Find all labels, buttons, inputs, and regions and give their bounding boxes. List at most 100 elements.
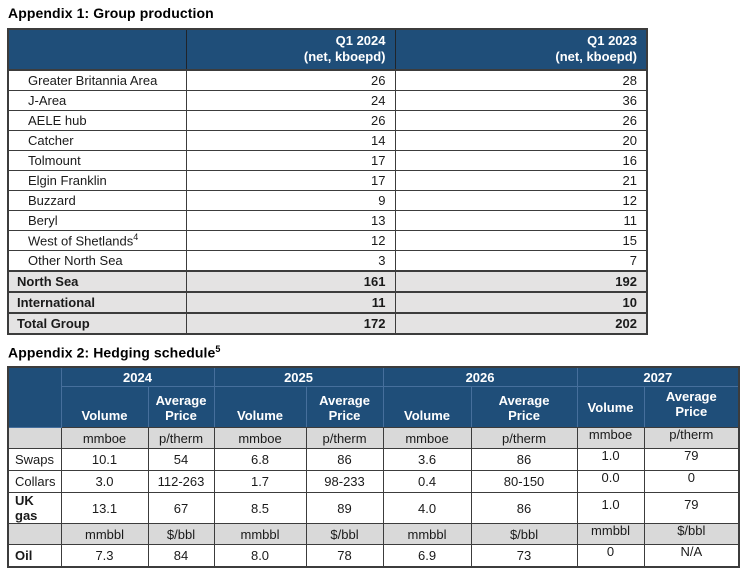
appendix2-title: Appendix 2: Hedging schedule5	[8, 344, 221, 361]
row-label: Tolmount	[7, 150, 187, 171]
cell-text: Volume	[587, 399, 634, 415]
table-row: Beryl 13 11	[7, 210, 648, 231]
value-cell: 0.0	[576, 470, 645, 493]
volume-header-2027: Volume	[576, 386, 645, 428]
value-q1-2023: 202	[394, 312, 648, 335]
cell-text: 10.1	[91, 452, 118, 467]
cell-text: 112-263	[157, 474, 205, 489]
appendix2-title-text: Appendix 2: Hedging schedule	[8, 344, 216, 361]
cell-text: 67	[173, 500, 189, 516]
appendix1-title: Appendix 1: Group production	[8, 5, 214, 21]
cell-text: $/bbl	[330, 526, 359, 542]
hedging-data-row: Oil 7.3 84 8.0 78 6.9 73 0 N/A	[7, 544, 740, 568]
table-row: Buzzard 9 12	[7, 190, 648, 211]
table-row: Other North Sea 3 7	[7, 250, 648, 272]
cell-text: p/therm	[158, 430, 204, 446]
production-table: Q1 2024 (net, kboepd) Q1 2023 (net, kboe…	[7, 28, 648, 335]
cell-text: mmboe	[588, 426, 633, 442]
production-header-q1-2024: Q1 2024 (net, kboepd)	[185, 28, 396, 71]
production-header-empty	[7, 28, 187, 71]
table-row: J-Area 24 36	[7, 90, 648, 111]
cell-text: 8.0	[250, 548, 270, 563]
hedging-year-row: 2024 2025 2026 2027	[7, 366, 740, 428]
value-cell: 79	[643, 492, 740, 524]
unit-cell: $/bbl	[643, 523, 740, 545]
cell-text: 6.8	[250, 452, 270, 467]
row-label: West of Shetlands4	[7, 230, 187, 251]
cell-text: mmbbl	[240, 526, 280, 542]
value-q1-2024: 3	[185, 250, 396, 272]
value-q1-2024: 17	[185, 150, 396, 171]
avg-price-header-2024: Average Price	[147, 386, 215, 428]
cell-text: 78	[337, 548, 352, 563]
row-label: Collars	[7, 470, 62, 493]
year-header-2026: 2026	[382, 366, 578, 387]
value-cell: 8.5	[213, 492, 307, 524]
unit-cell: $/bbl	[147, 523, 215, 545]
cell-text: p/therm	[502, 430, 547, 446]
value-q1-2024: 13	[185, 210, 396, 231]
hedging-subheader-row: Volume Average Price Volume Average Price Volu…	[8, 386, 740, 428]
value-cell: 86	[470, 448, 578, 471]
cell-text: 79	[684, 496, 699, 512]
cell-text: 13.1	[91, 500, 118, 516]
value-cell: 1.0	[576, 492, 645, 524]
value-cell: 3.0	[60, 470, 149, 493]
value-cell: 6.9	[382, 544, 472, 568]
hedging-table: 2024 2025 2026 2027 Volume Average Price Volume…	[7, 366, 741, 568]
value-q1-2023: 28	[394, 69, 648, 91]
cell-text: mmbbl	[407, 526, 447, 542]
avg-price-header-2026: Average Price	[470, 386, 578, 428]
unit-cell: p/therm	[470, 427, 578, 449]
cell-text: p/therm	[669, 426, 714, 442]
row-label: J-Area	[7, 90, 187, 111]
row-label: Buzzard	[7, 190, 187, 211]
table-row: West of Shetlands4 12 15	[7, 230, 648, 251]
row-label: North Sea	[7, 270, 187, 293]
cell-text: 0	[687, 470, 695, 485]
total-row: North Sea 161 192	[7, 270, 648, 293]
cell-text: 8.5	[250, 500, 270, 516]
cell-text: 1.0	[601, 448, 620, 463]
cell-text: 79	[684, 448, 699, 463]
cell-text: $/bbl	[166, 526, 196, 542]
value-q1-2023: 11	[394, 210, 648, 231]
row-label: Beryl	[7, 210, 187, 231]
table-row: AELE hub 26 26	[7, 110, 648, 131]
cell-text: Average Price	[665, 389, 717, 419]
cell-text: 98-233	[324, 474, 365, 489]
value-cell: 112-263	[147, 470, 215, 493]
row-label: Other North Sea	[7, 250, 187, 272]
cell-text: mmboe	[82, 430, 127, 446]
value-cell: 10.1	[60, 448, 149, 471]
unit-cell: mmbbl	[382, 523, 472, 545]
value-cell: 89	[305, 492, 384, 524]
cell-text: 1.0	[601, 496, 620, 512]
label-footnote: 4	[133, 232, 139, 243]
value-cell: 3.6	[382, 448, 472, 471]
production-header-row: Q1 2024 (net, kboepd) Q1 2023 (net, kboe…	[7, 28, 648, 71]
value-q1-2023: 16	[394, 150, 648, 171]
cell-text: Volume	[237, 408, 284, 423]
value-q1-2023: 21	[394, 170, 648, 191]
value-q1-2023: 192	[394, 270, 648, 293]
cell-text: mmbbl	[84, 526, 124, 542]
volume-header-2025: Volume	[213, 386, 307, 428]
row-label: Oil	[7, 544, 62, 568]
unit-cell: mmboe	[213, 427, 307, 449]
unit-row-empty	[7, 523, 62, 545]
unit-cell: mmboe	[382, 427, 472, 449]
value-cell: 86	[470, 492, 578, 524]
table-row: Elgin Franklin 17 21	[7, 170, 648, 191]
cell-text: 4.0	[417, 500, 437, 516]
year-header-2027: 2027	[576, 366, 740, 387]
value-q1-2024: 17	[185, 170, 396, 191]
appendix1-title-text: Appendix 1: Group production	[8, 5, 214, 21]
cell-text: 86	[337, 452, 352, 467]
unit-cell: mmbbl	[576, 523, 645, 545]
unit-cell: $/bbl	[470, 523, 578, 545]
value-cell: 54	[147, 448, 215, 471]
unit-cell: p/therm	[147, 427, 215, 449]
value-q1-2023: 15	[394, 230, 648, 251]
value-cell: 73	[470, 544, 578, 568]
